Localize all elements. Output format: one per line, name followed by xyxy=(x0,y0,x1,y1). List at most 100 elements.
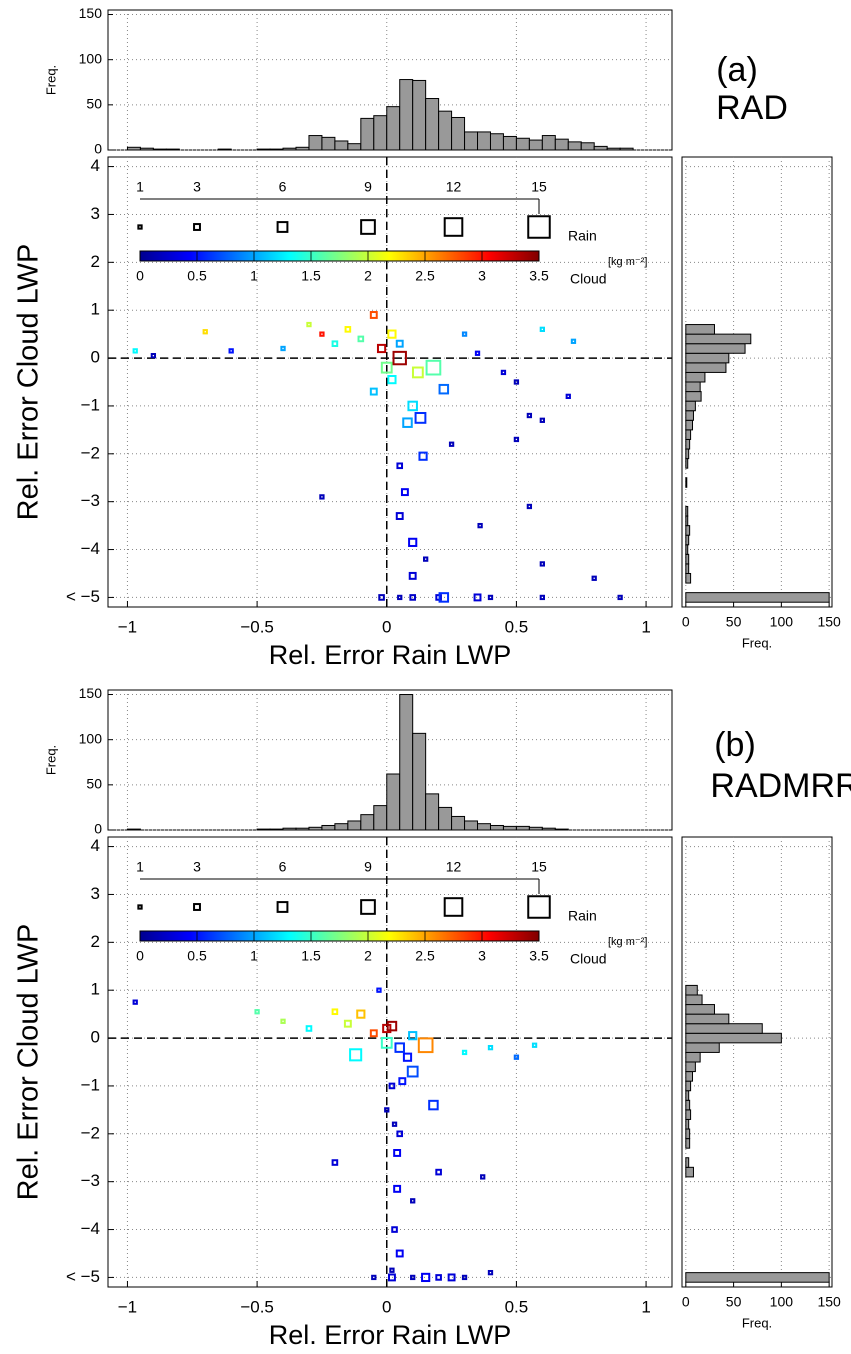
bar xyxy=(685,1032,782,1044)
point xyxy=(448,441,455,447)
point xyxy=(408,537,418,547)
point xyxy=(376,343,387,354)
bar xyxy=(502,135,517,151)
bar xyxy=(580,142,595,151)
point xyxy=(319,331,325,337)
x-tick-label: 0 xyxy=(682,614,690,630)
point xyxy=(319,494,325,500)
point xyxy=(487,594,494,601)
size-legend-square xyxy=(137,904,143,910)
point xyxy=(384,1107,390,1113)
point xyxy=(388,1082,396,1090)
point xyxy=(395,1249,404,1258)
bar xyxy=(295,146,310,151)
bar xyxy=(685,1080,692,1092)
size-legend-label: 3 xyxy=(193,859,201,875)
y-tick-label: −3 xyxy=(81,491,100,510)
point xyxy=(513,379,520,385)
size-legend-square xyxy=(137,224,143,230)
x-axis-label: Rel. Error Rain LWP xyxy=(269,1320,512,1349)
size-legend-title: Rain xyxy=(568,908,597,924)
point xyxy=(394,1042,405,1053)
bar xyxy=(685,343,746,354)
colorbar-label: 0.5 xyxy=(187,268,207,284)
y-tick-label: < −5 xyxy=(66,587,100,606)
bar xyxy=(425,98,440,151)
point xyxy=(474,350,481,356)
colorbar-label: 2 xyxy=(364,948,372,964)
point xyxy=(132,999,138,1005)
size-legend-title: Rain xyxy=(568,228,597,244)
point xyxy=(228,348,234,354)
x-axis-label: Freq. xyxy=(742,1315,772,1330)
panel-label: (b) xyxy=(714,726,756,764)
bar xyxy=(528,826,543,831)
point xyxy=(473,593,482,602)
bar xyxy=(165,148,180,151)
bar xyxy=(685,324,715,335)
point xyxy=(349,1048,363,1062)
point xyxy=(539,594,545,601)
point xyxy=(461,331,468,337)
point xyxy=(343,1019,352,1028)
bar xyxy=(386,106,401,151)
bar xyxy=(554,138,569,151)
point xyxy=(417,1037,434,1054)
point xyxy=(395,339,404,348)
y-tick-label: 2 xyxy=(91,252,100,271)
bar xyxy=(256,828,271,831)
bar xyxy=(256,148,271,151)
point xyxy=(425,359,442,376)
point xyxy=(344,326,352,333)
bar xyxy=(685,1166,694,1178)
colorbar-title: Cloud xyxy=(570,951,607,967)
x-axis-label: Rel. Error Rain LWP xyxy=(269,640,512,670)
point xyxy=(406,1065,419,1078)
point xyxy=(487,1269,494,1276)
size-legend-square xyxy=(193,223,201,231)
bar xyxy=(515,137,530,151)
bar xyxy=(477,131,491,151)
bar xyxy=(438,806,453,831)
bar xyxy=(685,1042,720,1053)
point xyxy=(357,335,365,343)
colorbar-label: 3.5 xyxy=(529,948,549,964)
bar xyxy=(295,827,310,831)
bar xyxy=(593,145,608,151)
y-tick-label: 100 xyxy=(79,730,103,746)
x-tick-label: −0.5 xyxy=(240,1297,274,1316)
x-tick-label: 1 xyxy=(641,617,650,636)
point xyxy=(369,1029,378,1038)
bar xyxy=(347,820,362,831)
point xyxy=(487,1044,494,1051)
point xyxy=(306,321,312,328)
point xyxy=(254,1009,260,1015)
colorbar-label: 3.5 xyxy=(529,268,549,284)
axes-frame xyxy=(107,836,673,1288)
point xyxy=(380,361,393,374)
point xyxy=(397,594,403,601)
bar xyxy=(269,148,284,151)
point xyxy=(371,1274,377,1281)
bar xyxy=(282,827,297,831)
bar xyxy=(321,824,336,831)
point xyxy=(331,1008,339,1016)
point xyxy=(369,387,378,396)
size-legend-square xyxy=(527,215,551,239)
point xyxy=(408,571,417,580)
size-legend-square xyxy=(193,903,201,911)
x-tick-label: −1 xyxy=(118,1297,137,1316)
y-tick-label: −4 xyxy=(81,539,100,558)
bar xyxy=(685,1051,701,1063)
bar xyxy=(685,352,730,364)
x-tick-label: 50 xyxy=(726,1294,742,1310)
point xyxy=(531,1042,538,1048)
x-tick-label: 0.5 xyxy=(505,1297,529,1316)
bar xyxy=(685,505,689,517)
bar xyxy=(373,805,388,831)
point xyxy=(539,326,545,332)
point xyxy=(132,348,138,354)
size-legend-square xyxy=(527,895,551,919)
bar xyxy=(269,828,284,831)
